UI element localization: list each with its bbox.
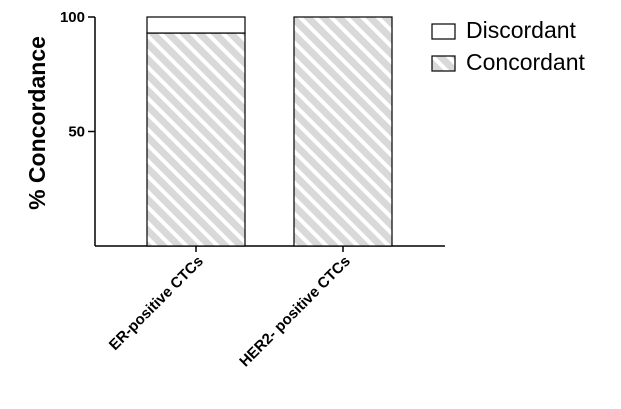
y-tick-label: 50 — [68, 124, 85, 141]
y-axis-title: % Concordance — [24, 36, 50, 210]
legend-label-concordant: Concordant — [466, 49, 586, 75]
x-category-labels: ER-positive CTCs HER2- positive CTCs — [106, 246, 354, 370]
legend-label-discordant: Discordant — [466, 17, 577, 43]
bar-discordant-1 — [146, 16, 246, 34]
x-category-label: ER-positive CTCs — [106, 253, 207, 354]
legend-swatch-concordant — [431, 55, 456, 72]
x-category-label: HER2- positive CTCs — [236, 253, 354, 371]
bar-concordant-2 — [293, 16, 393, 247]
y-tick-label: 100 — [60, 9, 85, 26]
bar-concordant-1 — [146, 32, 246, 247]
y-ticks: 100 50 — [60, 9, 95, 141]
legend: Discordant Concordant — [431, 17, 586, 75]
bars — [146, 16, 393, 247]
legend-swatch-discordant — [431, 23, 456, 40]
